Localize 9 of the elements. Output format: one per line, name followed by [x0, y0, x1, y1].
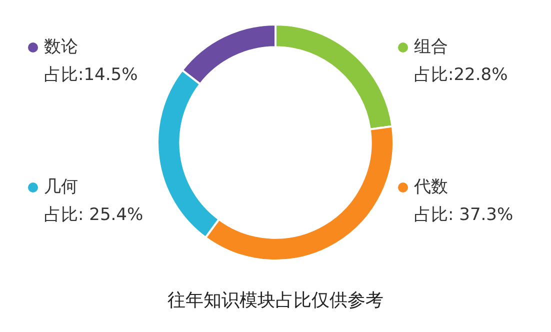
- legend-label: 代数: [413, 176, 448, 197]
- legend-label: 数论: [44, 36, 78, 57]
- legend-label: 几何: [44, 176, 78, 197]
- data-label: 占比: 37.3%: [414, 204, 514, 225]
- text: 往年知识模块占比仅供参考: [166, 289, 384, 312]
- data-label: 占比:14.5%: [44, 64, 138, 85]
- legend-label: 组合: [414, 36, 448, 57]
- data-label: 占比:22.8%: [414, 64, 508, 85]
- data-label: 占比: 25.4%: [44, 204, 144, 225]
